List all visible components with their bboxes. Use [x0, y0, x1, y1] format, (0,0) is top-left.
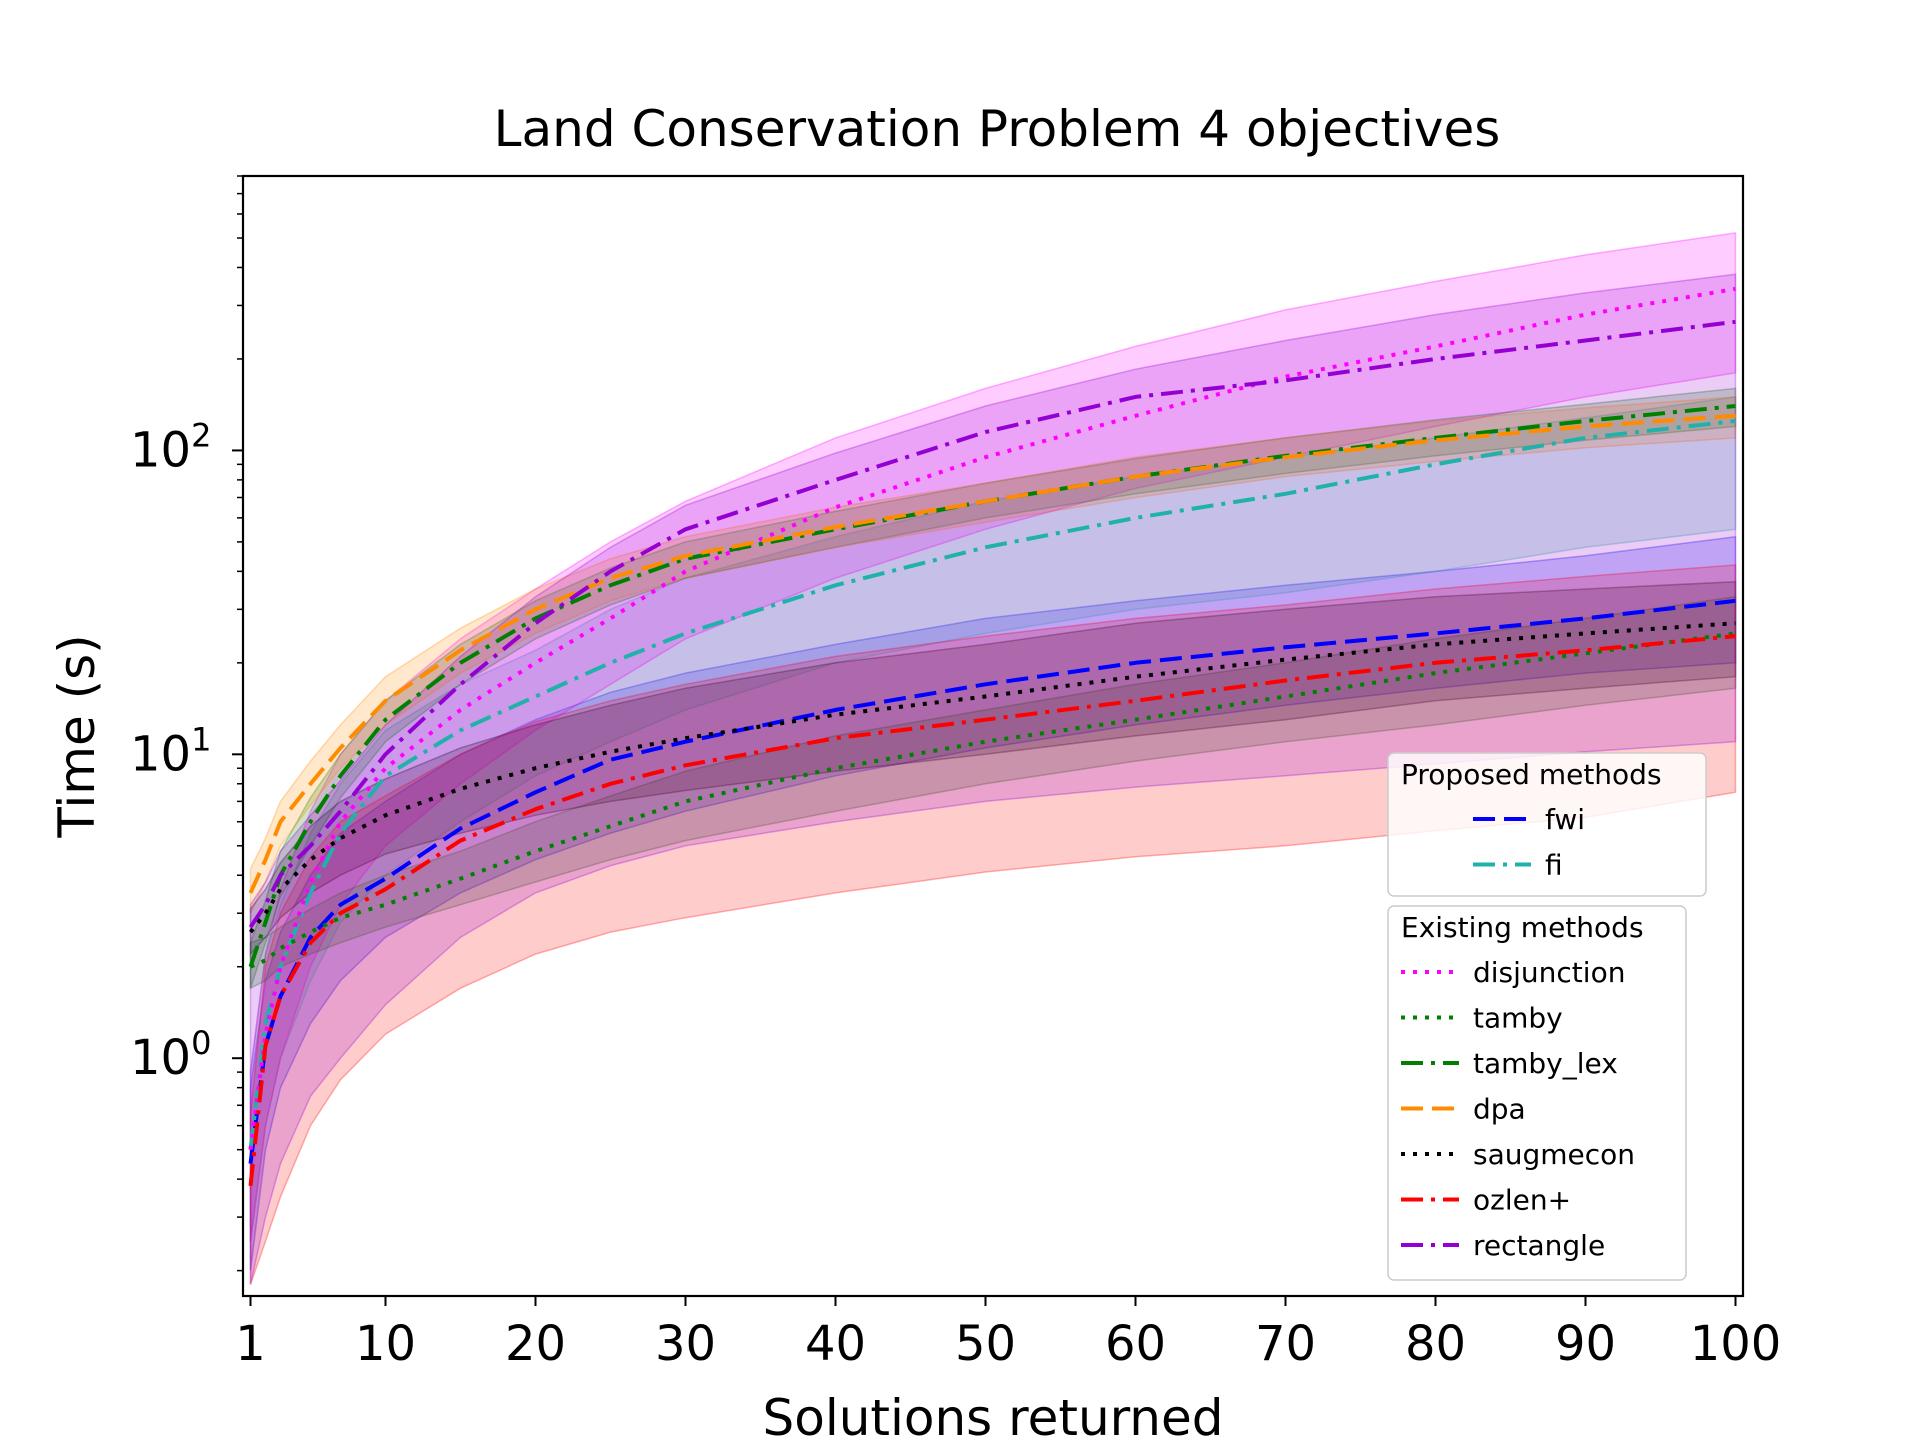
series-lines	[248, 286, 1736, 1187]
legend-title-1: Existing methods	[1401, 911, 1644, 944]
band-fi	[249, 396, 1737, 1242]
chart-title: Land Conservation Problem 4 objectives	[494, 100, 1501, 158]
x-axis-label: Solutions returned	[762, 1389, 1223, 1440]
x-tick-label: 80	[1405, 1316, 1466, 1372]
band-rectangle	[249, 273, 1737, 1285]
legend-box-1	[1387, 905, 1687, 1281]
y-tick-label: 101	[130, 720, 211, 782]
x-tick-label: 70	[1255, 1316, 1316, 1372]
y-tick-label: 100	[130, 1024, 211, 1086]
x-tick-label: 60	[1105, 1316, 1166, 1372]
x-tick-label: 30	[655, 1316, 716, 1372]
legend-label-saugmecon: saugmecon	[1473, 1138, 1635, 1171]
y-tick-label: 102	[130, 416, 211, 478]
series-line-fi	[248, 419, 1736, 1150]
series-line-disjunction	[248, 286, 1736, 1150]
band-disjunction	[249, 232, 1737, 1242]
band-ozlen	[249, 564, 1737, 1285]
series-line-ozlen	[248, 634, 1736, 1187]
y-axis-label: Time (s)	[48, 634, 106, 838]
legend: Proposed methods fwi fi Existing methods dis…	[1387, 752, 1707, 1281]
series-line-fwi	[248, 598, 1736, 1164]
legend-label-dpa: dpa	[1473, 1093, 1526, 1126]
legend-label-tamby-lex: tamby_lex	[1473, 1047, 1618, 1080]
x-tick-label: 40	[805, 1316, 866, 1372]
legend-label-fi: fi	[1545, 849, 1563, 882]
band-tamby-lex	[249, 387, 1737, 989]
series-line-dpa	[248, 413, 1736, 894]
band-fwi	[249, 535, 1737, 1271]
x-tick-label: 20	[505, 1316, 566, 1372]
series-line-rectangle	[248, 319, 1736, 929]
x-tick-label: 90	[1555, 1316, 1616, 1372]
legend-label-ozlen: ozlen+	[1473, 1184, 1571, 1217]
band-tamby	[249, 595, 1737, 990]
legend-label-fwi: fwi	[1545, 803, 1585, 836]
x-tick-label: 1	[235, 1316, 266, 1372]
legend-label-rectangle: rectangle	[1473, 1229, 1605, 1262]
x-tick-label: 50	[955, 1316, 1016, 1372]
band-saugmecon	[249, 580, 1737, 957]
x-axis: 1 10 20 30 40 50 60 70 80 90 100	[235, 1296, 1781, 1372]
y-axis: 100 101 102	[130, 175, 243, 1272]
x-tick-label: 100	[1690, 1316, 1782, 1372]
legend-label-disjunction: disjunction	[1473, 956, 1625, 989]
legend-title-0: Proposed methods	[1401, 758, 1662, 791]
legend-box-0	[1387, 752, 1707, 897]
series-line-tamby-lex	[248, 404, 1736, 968]
x-tick-label: 10	[355, 1316, 416, 1372]
legend-label-tamby: tamby	[1473, 1002, 1563, 1035]
plot-frame	[241, 174, 1745, 1298]
